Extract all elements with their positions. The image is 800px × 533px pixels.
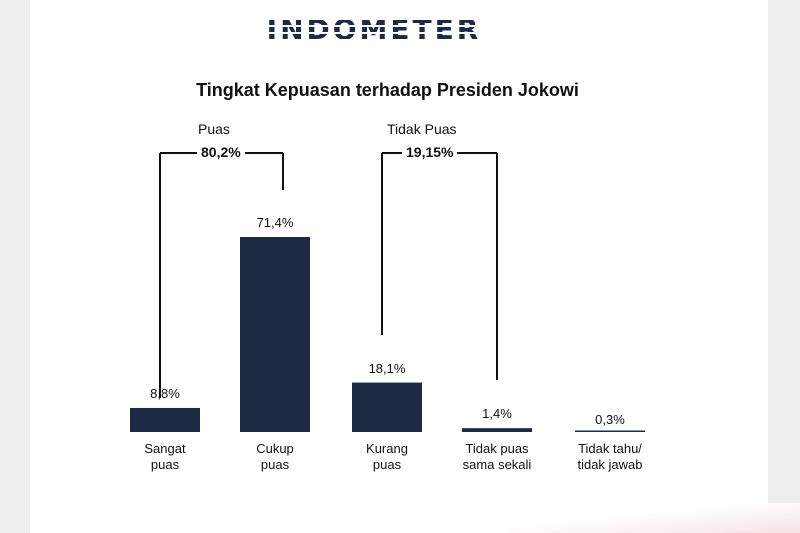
chart-card	[30, 0, 768, 533]
bar-3	[462, 428, 532, 432]
category-label-2: Kurang puas	[366, 441, 408, 472]
group-total-1: 19,15%	[402, 144, 458, 160]
value-label-4: 0,3%	[595, 412, 625, 427]
group-total-0: 80,2%	[197, 144, 245, 160]
value-label-1: 71,4%	[256, 215, 294, 230]
bar-4	[575, 430, 645, 432]
bar-1	[240, 237, 310, 432]
bar-2	[352, 382, 422, 432]
value-label-2: 18,1%	[368, 360, 406, 376]
group-name-1: Tidak Puas	[387, 121, 457, 137]
category-label-3: Tidak puas sama sekali	[462, 441, 532, 472]
group-name-0: Puas	[198, 121, 230, 137]
value-label-0: 8,8%	[150, 385, 180, 401]
chart-title: Tingkat Kepuasan terhadap Presiden Jokow…	[196, 80, 579, 100]
bar-0	[130, 407, 200, 432]
category-label-0: Sangat puas	[144, 441, 186, 472]
category-label-1: Cukup puas	[256, 441, 294, 472]
category-label-4: Tidak tahu/ tidak jawab	[577, 441, 643, 472]
page-fold	[510, 503, 800, 533]
value-label-3: 1,4%	[482, 406, 512, 422]
